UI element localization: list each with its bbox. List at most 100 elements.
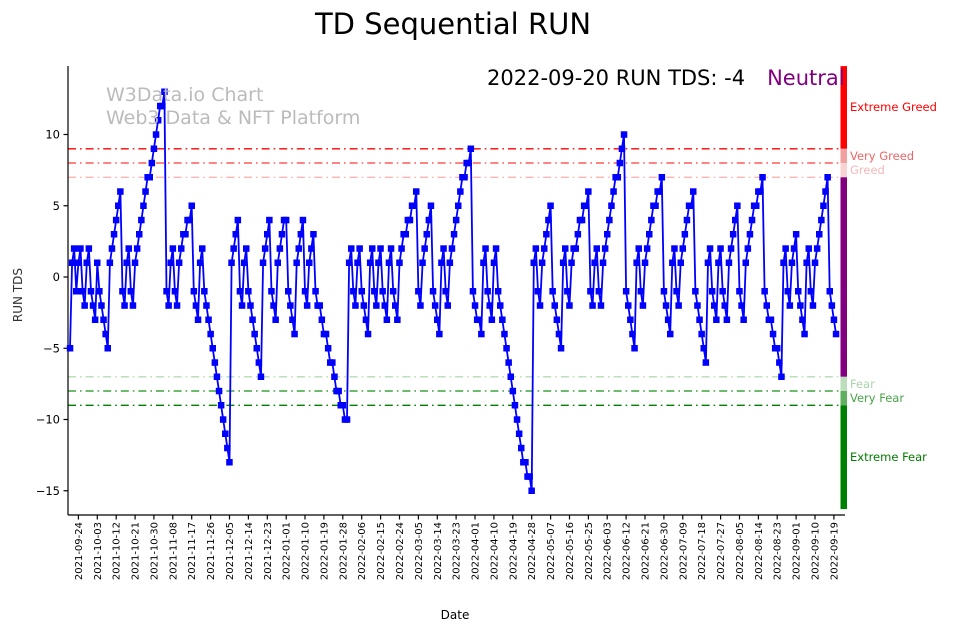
marker xyxy=(398,245,405,252)
marker xyxy=(303,302,311,309)
marker xyxy=(625,302,632,309)
marker xyxy=(515,430,523,437)
marker xyxy=(228,259,235,266)
marker xyxy=(348,245,355,252)
marker xyxy=(702,359,710,366)
marker xyxy=(257,373,265,380)
marker xyxy=(641,259,649,266)
marker xyxy=(816,231,823,238)
x-tick-label: 2021-12-23 xyxy=(263,522,274,580)
marker xyxy=(669,259,676,266)
marker xyxy=(389,288,397,295)
marker xyxy=(219,416,227,423)
marker xyxy=(738,302,745,309)
marker xyxy=(518,444,525,452)
marker xyxy=(312,288,319,295)
annotation-text: 2022-09-20 RUN TDS: -4 xyxy=(487,66,746,90)
marker xyxy=(173,302,181,309)
marker xyxy=(85,245,93,252)
marker xyxy=(299,216,307,224)
marker xyxy=(511,402,519,409)
marker xyxy=(450,231,458,238)
marker xyxy=(564,288,571,295)
series-markers xyxy=(66,88,840,494)
marker xyxy=(96,288,103,295)
marker xyxy=(507,373,514,380)
marker xyxy=(278,231,286,238)
marker xyxy=(799,316,806,323)
zone-band-fear xyxy=(840,376,847,392)
marker xyxy=(402,231,409,238)
annotation: 2022-09-20 RUN TDS: -4 Neutral xyxy=(487,66,845,90)
marker xyxy=(381,302,388,309)
marker xyxy=(196,259,204,266)
marker xyxy=(234,216,242,224)
marker xyxy=(136,231,143,238)
marker xyxy=(272,316,279,323)
marker xyxy=(667,330,674,338)
x-tick-label: 2021-10-12 xyxy=(112,522,123,580)
marker xyxy=(572,245,579,252)
marker xyxy=(287,302,294,309)
marker xyxy=(818,216,825,224)
marker xyxy=(274,259,281,266)
marker xyxy=(138,216,145,224)
marker xyxy=(270,302,277,309)
marker xyxy=(154,117,162,124)
marker xyxy=(585,188,592,195)
marker xyxy=(394,316,401,323)
marker xyxy=(125,245,132,252)
marker xyxy=(484,288,491,295)
marker xyxy=(717,245,724,252)
y-tick-label: −5 xyxy=(43,341,60,355)
marker xyxy=(583,202,590,209)
marker xyxy=(715,259,722,266)
x-tick-label: 2022-07-27 xyxy=(716,522,727,580)
x-tick-label: 2022-09-10 xyxy=(811,522,822,580)
marker xyxy=(792,231,800,238)
marker xyxy=(723,316,731,323)
marker xyxy=(387,245,395,252)
marker xyxy=(725,259,733,266)
marker xyxy=(509,387,517,395)
marker xyxy=(824,174,831,181)
marker xyxy=(316,302,323,309)
marker xyxy=(658,174,666,181)
watermark-line1: W3Data.io Chart xyxy=(106,84,264,106)
marker xyxy=(782,245,789,252)
marker xyxy=(631,345,638,352)
marker xyxy=(574,231,582,238)
marker xyxy=(532,245,540,252)
marker xyxy=(259,259,267,266)
marker xyxy=(499,316,506,323)
marker xyxy=(159,102,166,110)
x-tick-label: 2021-11-17 xyxy=(187,522,198,580)
marker xyxy=(522,459,529,466)
x-tick-label: 2022-01-01 xyxy=(282,522,293,580)
marker xyxy=(427,202,435,209)
marker xyxy=(115,202,122,209)
marker xyxy=(780,259,787,266)
marker xyxy=(797,302,804,309)
marker xyxy=(774,345,781,352)
marker xyxy=(683,216,691,224)
marker xyxy=(224,444,231,452)
marker xyxy=(734,202,741,209)
x-tick-label: 2022-09-19 xyxy=(829,522,840,580)
x-tick-label: 2022-01-10 xyxy=(301,522,312,580)
marker xyxy=(555,330,563,338)
marker xyxy=(167,259,174,266)
marker xyxy=(203,302,210,309)
marker xyxy=(706,245,714,252)
marker xyxy=(457,188,464,195)
marker xyxy=(488,316,496,323)
x-tick-label: 2021-11-08 xyxy=(168,522,179,580)
marker xyxy=(434,316,441,323)
marker xyxy=(436,330,443,338)
zone-label-fear: Fear xyxy=(850,376,875,391)
marker xyxy=(490,259,498,266)
marker xyxy=(786,302,794,309)
marker xyxy=(413,188,420,195)
marker xyxy=(362,316,370,323)
y-tick-label: 0 xyxy=(53,270,60,284)
